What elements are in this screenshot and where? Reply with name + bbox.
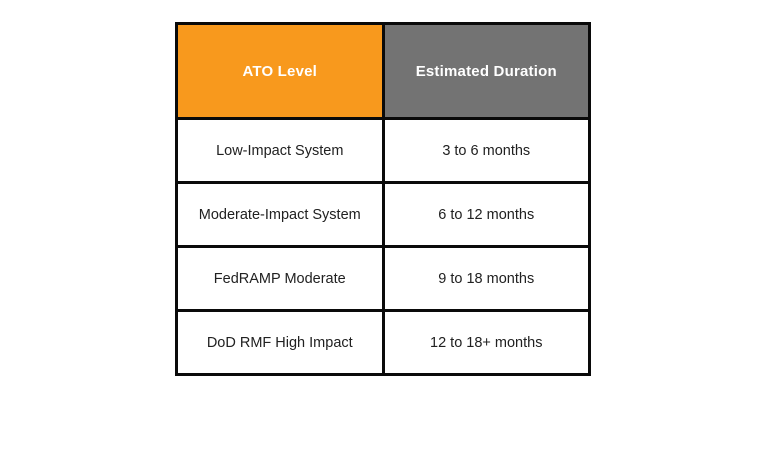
cell-level: DoD RMF High Impact [175,309,385,376]
cell-duration: 12 to 18+ months [381,309,591,376]
cell-duration: 9 to 18 months [381,245,591,312]
table-row: Moderate-Impact System 6 to 12 months [175,181,591,248]
table-header-row: ATO Level Estimated Duration [175,22,591,120]
ato-duration-table: ATO Level Estimated Duration Low-Impact … [175,22,591,376]
cell-duration: 6 to 12 months [381,181,591,248]
table-row: FedRAMP Moderate 9 to 18 months [175,245,591,312]
header-cell-estimated-duration: Estimated Duration [381,22,591,120]
cell-level: Moderate-Impact System [175,181,385,248]
table-row: Low-Impact System 3 to 6 months [175,117,591,184]
header-cell-ato-level: ATO Level [175,22,385,120]
data-table: ATO Level Estimated Duration Low-Impact … [175,22,591,376]
table-row: DoD RMF High Impact 12 to 18+ months [175,309,591,376]
cell-duration: 3 to 6 months [381,117,591,184]
cell-level: FedRAMP Moderate [175,245,385,312]
cell-level: Low-Impact System [175,117,385,184]
